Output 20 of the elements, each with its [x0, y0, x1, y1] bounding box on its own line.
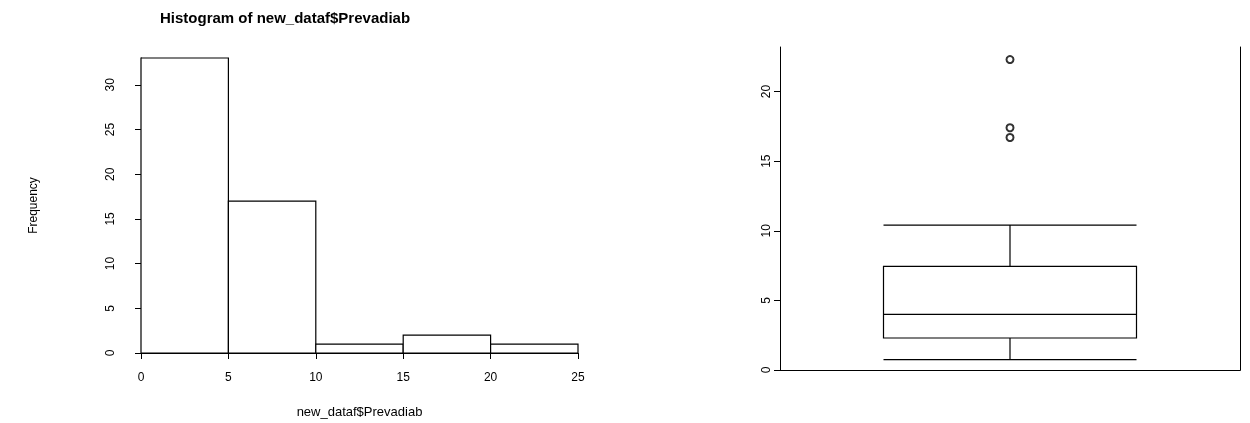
x-tick-label: 0 — [137, 370, 145, 384]
y-tick-label: 15 — [103, 211, 117, 226]
y-tick-label: 5 — [103, 304, 117, 312]
x-tick-label: 10 — [309, 370, 323, 384]
x-tick-label: 20 — [483, 370, 498, 384]
y-tick-label: 20 — [759, 84, 773, 99]
y-tick-label: 10 — [103, 256, 117, 271]
y-tick-label: 20 — [103, 167, 117, 181]
y-tick-label: 15 — [759, 154, 773, 168]
y-axis-title: Frequency — [26, 177, 40, 234]
x-tick-label: 15 — [396, 370, 411, 384]
y-tick-label: 10 — [759, 223, 773, 238]
chart-title: Histogram of new_dataf$Prevadiab — [160, 9, 411, 26]
y-tick-label: 25 — [103, 122, 117, 137]
x-tick-label: 25 — [571, 370, 585, 384]
x-axis-title: new_dataf$Prevadiab — [296, 404, 423, 419]
y-tick-label: 30 — [103, 77, 117, 92]
y-tick-label: 0 — [103, 349, 117, 357]
x-tick-label: 5 — [225, 370, 233, 384]
y-tick-label: 5 — [759, 296, 773, 304]
